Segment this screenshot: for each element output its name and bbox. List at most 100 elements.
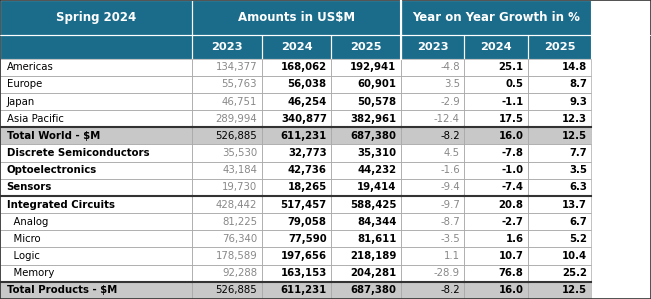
Text: 81,225: 81,225 [222, 217, 257, 227]
Bar [331, 59, 401, 76]
Text: 204,281: 204,281 [350, 268, 396, 278]
Text: 3.5: 3.5 [444, 79, 460, 89]
Bar [528, 93, 591, 110]
Bar [0, 76, 192, 93]
Text: 611,231: 611,231 [281, 131, 327, 141]
Bar [262, 248, 331, 265]
Bar [528, 230, 591, 248]
Bar [262, 35, 331, 59]
Bar [465, 110, 528, 127]
Bar [528, 248, 591, 265]
Text: Amounts in US$M: Amounts in US$M [238, 11, 355, 24]
Bar [401, 127, 465, 144]
Bar [262, 179, 331, 196]
Bar [192, 248, 262, 265]
Bar [192, 59, 262, 76]
Text: 1.6: 1.6 [505, 234, 523, 244]
Text: 5.2: 5.2 [569, 234, 587, 244]
Bar [401, 76, 465, 93]
Bar [0, 196, 192, 213]
Bar [401, 110, 465, 127]
Bar [331, 179, 401, 196]
Text: 340,877: 340,877 [281, 114, 327, 124]
Bar [192, 213, 262, 230]
Bar [528, 110, 591, 127]
Text: -12.4: -12.4 [434, 114, 460, 124]
Text: Memory: Memory [7, 268, 54, 278]
Bar [465, 35, 528, 59]
Bar [192, 282, 262, 299]
Bar [0, 248, 192, 265]
Text: 687,380: 687,380 [350, 286, 396, 295]
Bar [262, 282, 331, 299]
Bar [262, 59, 331, 76]
Bar [401, 127, 465, 144]
Bar [331, 93, 401, 110]
Bar [465, 248, 528, 265]
Bar [331, 35, 401, 59]
Bar [331, 282, 401, 299]
Bar [0, 93, 192, 110]
Text: -1.1: -1.1 [501, 97, 523, 106]
Bar [528, 179, 591, 196]
Bar [528, 35, 591, 59]
Bar [0, 0, 192, 35]
Bar [331, 76, 401, 93]
Bar [262, 265, 331, 282]
Text: 77,590: 77,590 [288, 234, 327, 244]
Bar [528, 162, 591, 179]
Bar [528, 127, 591, 144]
Text: 46,254: 46,254 [288, 97, 327, 106]
Text: 20.8: 20.8 [499, 199, 523, 210]
Text: 687,380: 687,380 [350, 131, 396, 141]
Bar [331, 162, 401, 179]
Bar [465, 59, 528, 76]
Bar [331, 179, 401, 196]
Bar [262, 35, 331, 59]
Bar [331, 196, 401, 213]
Bar [0, 59, 192, 76]
Bar [401, 213, 465, 230]
Bar [262, 213, 331, 230]
Bar [528, 213, 591, 230]
Text: -1.0: -1.0 [501, 165, 523, 175]
Bar [192, 144, 262, 162]
Bar [262, 76, 331, 93]
Text: Japan: Japan [7, 97, 35, 106]
Text: 218,189: 218,189 [350, 251, 396, 261]
Text: 10.7: 10.7 [499, 251, 523, 261]
Bar [528, 248, 591, 265]
Text: 163,153: 163,153 [281, 268, 327, 278]
Text: Micro: Micro [7, 234, 40, 244]
Bar [262, 93, 331, 110]
Text: 526,885: 526,885 [215, 131, 257, 141]
Text: 35,530: 35,530 [222, 148, 257, 158]
Bar [331, 162, 401, 179]
Bar [331, 282, 401, 299]
Bar [262, 93, 331, 110]
Bar [0, 144, 192, 162]
Bar [0, 230, 192, 248]
Text: 46,751: 46,751 [222, 97, 257, 106]
Text: 0.5: 0.5 [505, 79, 523, 89]
Bar [331, 230, 401, 248]
Bar [401, 93, 465, 110]
Bar [192, 179, 262, 196]
Text: Integrated Circuits: Integrated Circuits [7, 199, 115, 210]
Bar [401, 0, 591, 35]
Bar [465, 110, 528, 127]
Text: -4.8: -4.8 [440, 62, 460, 72]
Bar [262, 110, 331, 127]
Bar [465, 230, 528, 248]
Text: 2024: 2024 [281, 42, 312, 52]
Bar [192, 59, 262, 76]
Bar [192, 35, 262, 59]
Bar [262, 230, 331, 248]
Text: 92,288: 92,288 [222, 268, 257, 278]
Bar [465, 213, 528, 230]
Bar [401, 162, 465, 179]
Text: -8.2: -8.2 [440, 286, 460, 295]
Text: 84,344: 84,344 [357, 217, 396, 227]
Bar [465, 59, 528, 76]
Bar [0, 127, 192, 144]
